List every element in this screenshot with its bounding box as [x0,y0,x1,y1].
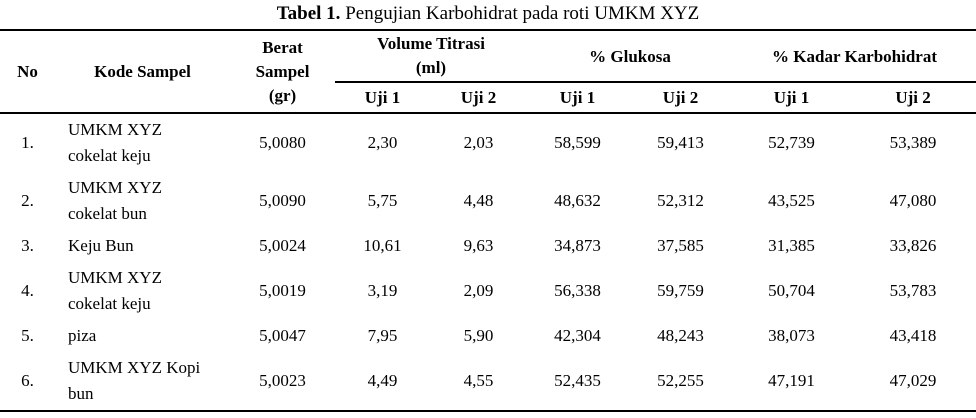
cell-kar-uji2: 53,389 [889,133,937,152]
table-row: 3. Keju Bun 5,0024 10,61 9,63 34,873 37,585 31,… [0,230,976,262]
cell-vol-uji2: 4,48 [463,191,494,210]
cell-glu-uji1: 42,304 [554,326,601,345]
table-row: 4. UMKM XYZ cokelat keju 5,0019 3,19 2,09 56,… [0,262,976,320]
group-header-volume-titrasi: Volume Titrasi (ml) [335,30,527,83]
cell-kode: UMKM XYZ cokelat bun [55,172,230,230]
table-row: 6. UMKM XYZ Kopi bun 5,0023 4,49 4,55 52,435 5… [0,352,976,411]
cell-vol-uji2: 9,63 [463,236,494,255]
cell-glu-uji1: 52,435 [554,371,601,390]
cell-kar-uji1: 50,704 [768,281,815,300]
cell-kar-uji2: 47,080 [889,191,937,210]
cell-vol-uji1: 4,49 [367,371,398,390]
cell-berat: 5,0024 [259,236,306,255]
header-row-uji: Uji 1 Uji 2 Uji 1 Uji 2 Uji 1 Uji 2 [0,82,976,113]
cell-kode: UMKM XYZ Kopi bun [55,352,230,411]
header-row-groups: No Kode Sampel Berat Sampel (gr) Volume … [0,30,976,105]
cell-kar-uji2: 47,029 [889,371,937,390]
cell-kar-uji2: 43,418 [889,326,937,345]
cell-kode-text: UMKM XYZ cokelat bun [68,178,162,223]
table-header: No Kode Sampel Berat Sampel (gr) Volume … [0,30,976,113]
table-row: 5. piza 5,0047 7,95 5,90 42,304 48,243 38,073 43… [0,320,976,352]
cell-glu-uji2: 52,255 [657,371,704,390]
cell-kode-text: piza [68,326,97,345]
col-header-karbohidrat-uji2: Uji 2 [895,88,931,107]
cell-kar-uji1: 43,525 [768,191,815,210]
table-caption: Tabel 1. Pengujian Karbohidrat pada roti … [0,0,976,29]
cell-kode: piza [55,320,230,352]
table-row: 2. UMKM XYZ cokelat bun 5,0090 5,75 4,48 48,6… [0,172,976,230]
cell-kode-text: UMKM XYZ cokelat keju [68,268,162,313]
col-header-glukosa-uji1: Uji 1 [559,88,596,107]
cell-vol-uji1: 7,95 [367,326,398,345]
group-header-glukosa: % Glukosa [527,30,734,83]
cell-no: 5. [21,326,34,345]
cell-kode: Keju Bun [55,230,230,262]
cell-vol-uji2: 4,55 [463,371,494,390]
karbohidrat-table: No Kode Sampel Berat Sampel (gr) Volume … [0,29,976,412]
cell-no: 2. [21,191,34,210]
cell-vol-uji2: 5,90 [463,326,494,345]
col-header-no: No [17,62,38,81]
cell-glu-uji2: 59,413 [657,133,704,152]
col-header-volume-uji2: Uji 2 [460,88,497,107]
cell-vol-uji1: 10,61 [363,236,402,255]
cell-glu-uji1: 58,599 [554,133,601,152]
cell-kar-uji1: 47,191 [768,371,815,390]
col-header-karbohidrat-uji1: Uji 1 [773,88,810,107]
cell-glu-uji1: 56,338 [554,281,601,300]
cell-berat: 5,0047 [259,326,306,345]
cell-glu-uji2: 37,585 [657,236,704,255]
cell-no: 6. [21,371,34,390]
group-header-volume-titrasi-text: Volume Titrasi (ml) [377,34,485,77]
col-header-volume-uji1: Uji 1 [364,88,401,107]
cell-glu-uji2: 48,243 [657,326,704,345]
cell-vol-uji2: 2,09 [463,281,494,300]
cell-berat: 5,0080 [259,133,306,152]
cell-glu-uji1: 48,632 [554,191,601,210]
table-caption-text: Pengujian Karbohidrat pada roti UMKM XYZ [345,3,700,24]
col-header-glukosa-uji2: Uji 2 [662,88,699,107]
cell-kar-uji1: 38,073 [768,326,815,345]
cell-berat: 5,0023 [259,371,306,390]
cell-kode: UMKM XYZ cokelat keju [55,113,230,172]
cell-kode-text: UMKM XYZ Kopi bun [68,358,201,403]
cell-berat: 5,0090 [259,191,306,210]
cell-kode: UMKM XYZ cokelat keju [55,262,230,320]
cell-glu-uji2: 59,759 [657,281,704,300]
cell-vol-uji2: 2,03 [463,133,494,152]
col-header-berat-sampel-text: Berat Sampel (gr) [255,37,310,105]
table-caption-label: Tabel 1. [276,3,341,24]
group-header-kadar-karbohidrat: % Kadar Karbohidrat [733,30,976,83]
cell-no: 1. [21,133,34,152]
cell-vol-uji1: 5,75 [367,191,398,210]
cell-kar-uji2: 53,783 [889,281,937,300]
table-row: 1. UMKM XYZ cokelat keju 5,0080 2,30 2,03 58,… [0,113,976,172]
cell-kar-uji1: 52,739 [768,133,815,152]
col-header-kode-sampel: Kode Sampel [94,62,191,81]
cell-berat: 5,0019 [259,281,306,300]
cell-vol-uji1: 2,30 [367,133,398,152]
cell-kar-uji2: 33,826 [889,236,937,255]
cell-no: 4. [21,281,34,300]
cell-glu-uji2: 52,312 [657,191,704,210]
cell-kode-text: Keju Bun [68,236,134,255]
col-header-berat-sampel: Berat Sampel (gr) [230,30,335,113]
table-body: 1. UMKM XYZ cokelat keju 5,0080 2,30 2,03 58,… [0,113,976,411]
cell-vol-uji1: 3,19 [367,281,398,300]
cell-glu-uji1: 34,873 [554,236,601,255]
cell-kar-uji1: 31,385 [768,236,815,255]
cell-no: 3. [21,236,34,255]
cell-kode-text: UMKM XYZ cokelat keju [68,120,162,165]
